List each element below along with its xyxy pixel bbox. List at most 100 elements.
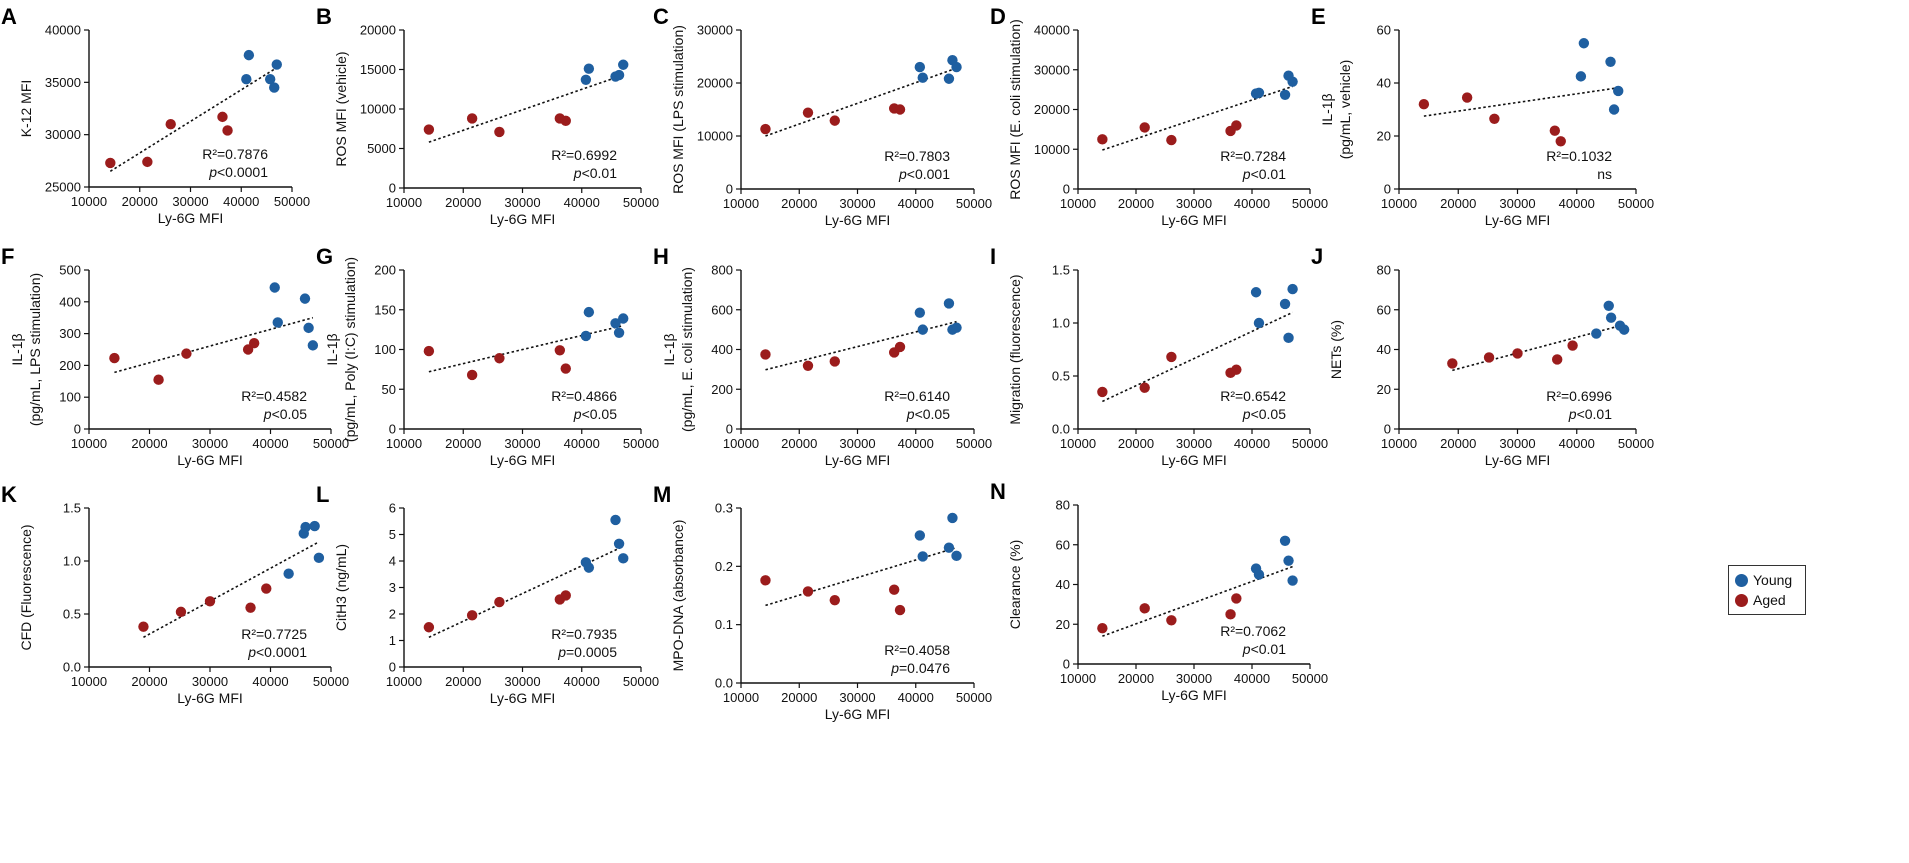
- data-point-young: [283, 568, 294, 579]
- x-axis-label: Ly-6G MFI: [490, 211, 556, 227]
- data-point-aged: [1512, 348, 1523, 359]
- y-tick-label: 6: [389, 501, 396, 516]
- y-tick-label: 0: [726, 422, 733, 437]
- data-point-aged: [466, 369, 478, 381]
- y-axis-label: Clearance (%): [1007, 540, 1023, 629]
- y-axis-label: IL-1β: [9, 333, 25, 365]
- x-tick-label: 10000: [723, 436, 759, 451]
- x-tick-label: 40000: [898, 690, 934, 705]
- data-point-aged: [423, 345, 435, 357]
- r-squared-label: R²=0.1032: [1546, 148, 1612, 164]
- y-tick-label: 80: [1056, 498, 1070, 513]
- data-point-aged: [554, 345, 566, 356]
- y-tick-label: 60: [1377, 23, 1391, 38]
- x-tick-label: 20000: [781, 690, 817, 705]
- data-point-aged: [217, 111, 228, 123]
- data-point-young: [583, 306, 595, 318]
- data-point-aged: [1139, 382, 1150, 393]
- p-value-label: p=0.0005: [557, 644, 617, 660]
- p-value-symbol: p: [573, 406, 582, 422]
- r-squared-label: R²=0.6992: [551, 147, 617, 163]
- data-point-young: [583, 63, 595, 74]
- data-point-aged: [1139, 603, 1150, 614]
- x-tick-label: 40000: [1234, 671, 1270, 686]
- x-tick-label: 30000: [839, 690, 875, 705]
- y-tick-label: 1.0: [1052, 316, 1070, 331]
- x-tick-label: 10000: [1060, 436, 1096, 451]
- data-point-young: [300, 521, 311, 533]
- legend: Young Aged: [1728, 565, 1806, 615]
- r-squared-label: R²=0.7803: [884, 148, 950, 164]
- x-axis-label: Ly-6G MFI: [177, 452, 243, 468]
- data-point-young: [1591, 328, 1602, 339]
- x-tick-label: 30000: [1176, 436, 1212, 451]
- data-point-aged: [494, 353, 505, 364]
- y-tick-label: 1: [389, 633, 396, 648]
- regression-line: [143, 541, 320, 639]
- regression-line: [114, 316, 314, 374]
- x-tick-label: 40000: [1559, 196, 1595, 211]
- x-axis-label: Ly-6G MFI: [177, 690, 243, 706]
- panel-label: F: [1, 244, 14, 269]
- data-point-young: [1605, 56, 1616, 67]
- data-point-young: [303, 322, 314, 334]
- y-axis-label: MPO-DNA (absorbance): [670, 520, 686, 672]
- panel-label: N: [990, 479, 1006, 504]
- p-value-label: p<0.05: [1242, 406, 1286, 422]
- x-tick-label: 10000: [1381, 196, 1417, 211]
- y-axis-label: IL-1β: [1319, 93, 1335, 125]
- y-tick-label: 1.5: [1052, 263, 1070, 278]
- data-point-young: [610, 318, 621, 329]
- y-tick-label: 0: [389, 422, 396, 437]
- data-point-young: [917, 72, 928, 83]
- x-tick-label: 30000: [1499, 196, 1535, 211]
- data-point-young: [1250, 287, 1262, 298]
- data-point-aged: [466, 610, 478, 621]
- x-tick-label: 20000: [1440, 436, 1476, 451]
- x-tick-label: 40000: [564, 195, 600, 210]
- y-tick-label: 15000: [360, 62, 396, 77]
- x-tick-label: 40000: [223, 194, 259, 209]
- data-point-aged: [181, 348, 192, 359]
- p-value-text: ns: [1597, 166, 1612, 182]
- y-tick-label: 80: [1377, 263, 1391, 278]
- data-point-young: [272, 317, 283, 328]
- y-tick-label: 200: [374, 263, 396, 278]
- y-tick-label: 0: [74, 422, 81, 437]
- x-tick-label: 20000: [445, 195, 481, 210]
- y-tick-label: 10000: [360, 102, 396, 117]
- x-tick-label: 20000: [122, 194, 158, 209]
- y-tick-label: 3: [389, 580, 396, 595]
- data-point-aged: [1489, 113, 1500, 124]
- r-squared-label: R²=0.4582: [241, 388, 307, 404]
- data-point-young: [943, 298, 955, 309]
- x-tick-label: 50000: [1618, 436, 1654, 451]
- p-value-symbol: p: [1242, 166, 1251, 182]
- data-point-young: [914, 61, 926, 73]
- x-tick-label: 50000: [1292, 196, 1328, 211]
- data-point-aged: [1097, 386, 1108, 398]
- data-point-young: [271, 59, 282, 70]
- data-point-young: [613, 69, 625, 81]
- data-point-young: [299, 293, 311, 304]
- data-point-aged: [560, 363, 571, 374]
- y-tick-label: 1.5: [63, 501, 81, 516]
- panel-label: A: [1, 4, 17, 29]
- y-tick-label: 0: [1063, 657, 1070, 672]
- y-tick-label: 60: [1056, 537, 1070, 552]
- p-value-text: <0.0001: [217, 164, 268, 180]
- data-point-aged: [1483, 352, 1495, 363]
- p-value-symbol: p: [208, 164, 217, 180]
- data-point-young: [951, 550, 962, 562]
- x-tick-label: 30000: [504, 195, 540, 210]
- p-value-text: =0.0005: [566, 644, 617, 660]
- data-point-young: [243, 49, 255, 61]
- panel-label: H: [653, 244, 669, 269]
- y-tick-label: 0.5: [63, 607, 81, 622]
- x-tick-label: 50000: [1292, 671, 1328, 686]
- y-axis-label: ROS MFI (vehicle): [333, 51, 349, 166]
- data-point-aged: [888, 584, 900, 595]
- y-tick-label: 600: [711, 302, 733, 317]
